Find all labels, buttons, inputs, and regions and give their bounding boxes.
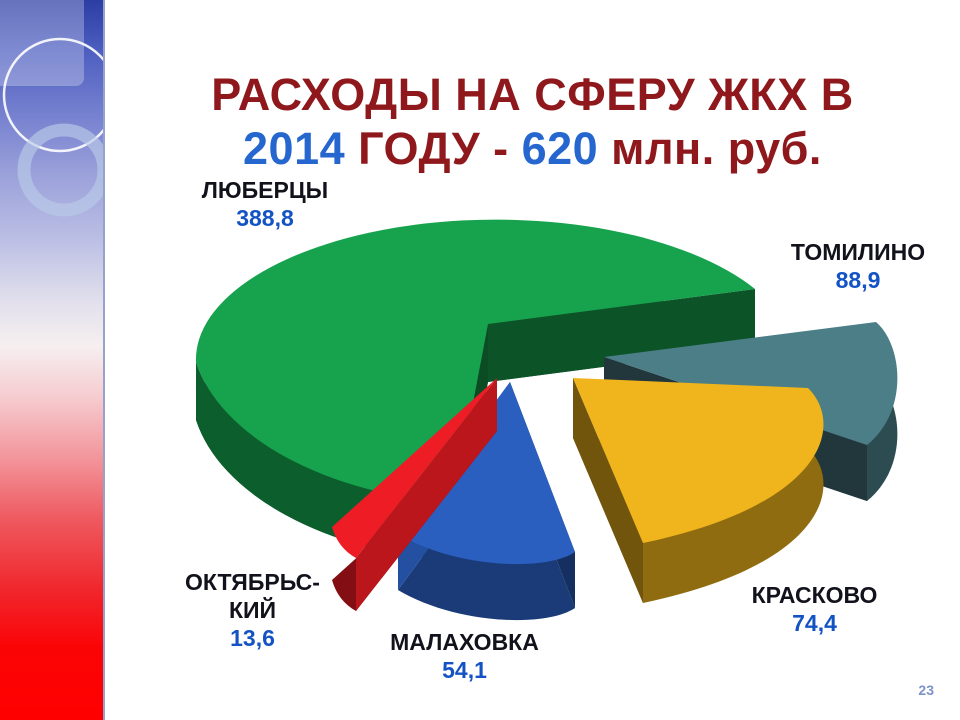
label-oktyabrsky-name-line2: КИЙ xyxy=(228,597,277,623)
label-kraskovo: КРАСКОВО 74,4 xyxy=(712,581,917,637)
pie-slice-lyubertsy-cut-wall-upper xyxy=(488,289,755,382)
label-lyubertsy: ЛЮБЕРЦЫ 388,8 xyxy=(150,176,380,232)
label-lyubertsy-name: ЛЮБЕРЦЫ xyxy=(201,177,329,203)
decor-thin-ring xyxy=(2,37,103,153)
label-oktyabrsky-name-line1: ОКТЯБРЬС- xyxy=(185,569,320,595)
label-tomilino-value: 88,9 xyxy=(835,267,881,293)
pie-slice-malakhovka-top xyxy=(398,382,575,565)
pie-slice-kraskovo xyxy=(573,378,824,603)
decor-thick-ring xyxy=(17,123,103,217)
sidebar-decor-shapes xyxy=(0,0,103,217)
label-tomilino-name: ТОМИЛИНО xyxy=(790,239,926,265)
decorative-sidebar xyxy=(0,0,105,720)
label-lyubertsy-value: 388,8 xyxy=(236,205,294,231)
label-oktyabrsky: ОКТЯБРЬС- КИЙ 13,6 xyxy=(150,568,355,652)
pie-slice-tomilino-top xyxy=(604,322,898,445)
label-malakhovka: МАЛАХОВКА 54,1 xyxy=(362,628,567,684)
title-line1: РАСХОДЫ НА СФЕРУ ЖКХ В xyxy=(211,69,854,121)
page-number: 23 xyxy=(918,682,934,698)
title-units: млн. руб. xyxy=(598,123,822,175)
label-kraskovo-value: 74,4 xyxy=(792,610,837,636)
pie-slice-oktyabrsky xyxy=(332,378,497,611)
pie-slice-kraskovo-top xyxy=(573,378,824,543)
pie-slice-lyubertsy-top xyxy=(195,219,755,504)
pie-slice-oktyabrsky-top xyxy=(332,378,497,558)
label-malakhovka-name: МАЛАХОВКА xyxy=(390,629,539,655)
slide-content: РАСХОДЫ НА СФЕРУ ЖКХ В 2014 ГОДУ - 620 м… xyxy=(105,0,960,720)
label-tomilino: ТОМИЛИНО 88,9 xyxy=(758,238,958,294)
slide-title: РАСХОДЫ НА СФЕРУ ЖКХ В 2014 ГОДУ - 620 м… xyxy=(105,68,960,176)
title-mid: ГОДУ - xyxy=(345,123,522,175)
pie-slice-oktyabrsky-cut-wall xyxy=(356,378,497,611)
pie-slice-malakhovka xyxy=(398,382,575,621)
label-oktyabrsky-value: 13,6 xyxy=(230,625,275,651)
title-total: 620 xyxy=(521,123,599,175)
title-year: 2014 xyxy=(243,123,346,175)
label-kraskovo-name: КРАСКОВО xyxy=(751,582,878,608)
pie-slice-kraskovo-cut-wall xyxy=(573,378,643,603)
label-malakhovka-value: 54,1 xyxy=(442,657,487,683)
